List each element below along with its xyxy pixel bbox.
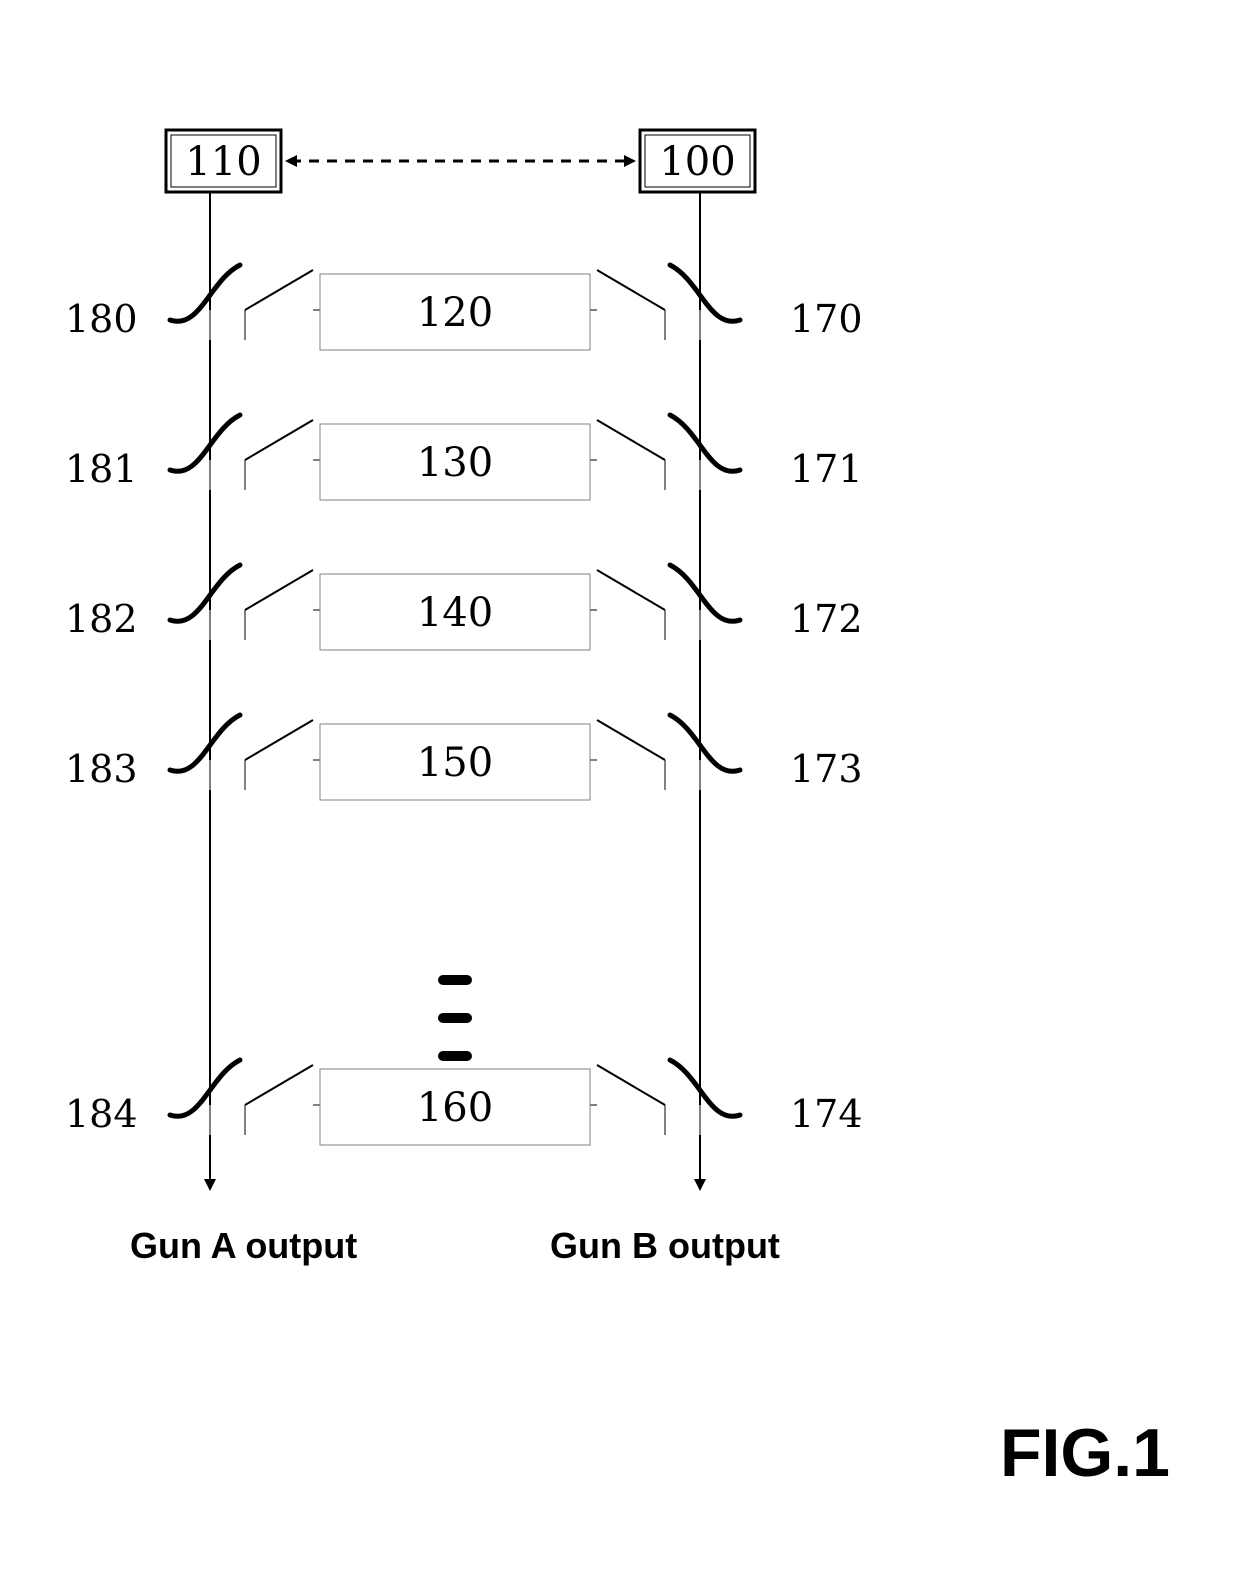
switch-right xyxy=(597,1065,665,1105)
ref-number-right: 173 xyxy=(790,747,863,791)
stage-130: 130 181 171 xyxy=(65,415,863,500)
stage-box-label: 160 xyxy=(417,1085,493,1131)
ref-number-left: 184 xyxy=(65,1092,138,1136)
ref-curve-right xyxy=(670,265,740,321)
switch-right xyxy=(597,420,665,460)
header-box-label: 110 xyxy=(185,139,261,185)
ref-number-right: 171 xyxy=(790,447,863,491)
stage-120: 120 180 170 xyxy=(65,265,863,350)
header-box-110: 110 xyxy=(166,130,281,192)
switch-right xyxy=(597,720,665,760)
ref-curve-left xyxy=(170,1060,240,1116)
header-box-label: 100 xyxy=(659,139,735,185)
switch-right xyxy=(597,270,665,310)
switch-left xyxy=(245,720,313,760)
ref-curve-left xyxy=(170,565,240,621)
stage-box-label: 150 xyxy=(417,740,493,786)
stage-box-label: 130 xyxy=(417,440,493,486)
header-box-100: 100 xyxy=(640,130,755,192)
ref-curve-right xyxy=(670,415,740,471)
ref-curve-left xyxy=(170,415,240,471)
ref-curve-left xyxy=(170,265,240,321)
ref-curve-right xyxy=(670,565,740,621)
bus-label-left: Gun A output xyxy=(130,1225,357,1266)
switch-left xyxy=(245,570,313,610)
stage-140: 140 182 172 xyxy=(65,565,863,650)
ref-number-left: 181 xyxy=(65,447,138,491)
switch-left xyxy=(245,270,313,310)
ref-number-left: 180 xyxy=(65,297,138,341)
stage-150: 150 183 173 xyxy=(65,715,863,800)
switch-left xyxy=(245,1065,313,1105)
figure-label: FIG.1 xyxy=(1000,1415,1170,1491)
ref-number-right: 172 xyxy=(790,597,863,641)
ref-number-left: 182 xyxy=(65,597,138,641)
ref-curve-right xyxy=(670,715,740,771)
stage-box-label: 140 xyxy=(417,590,493,636)
switch-right xyxy=(597,570,665,610)
ref-number-right: 174 xyxy=(790,1092,863,1136)
stage-box-label: 120 xyxy=(417,290,493,336)
ref-number-left: 183 xyxy=(65,747,138,791)
ellipsis-dashes xyxy=(443,980,467,1056)
ref-number-right: 170 xyxy=(790,297,863,341)
bus-label-right: Gun B output xyxy=(550,1225,780,1266)
ref-curve-left xyxy=(170,715,240,771)
ref-curve-right xyxy=(670,1060,740,1116)
stage-160: 160 184 174 xyxy=(65,1060,863,1145)
switch-left xyxy=(245,420,313,460)
